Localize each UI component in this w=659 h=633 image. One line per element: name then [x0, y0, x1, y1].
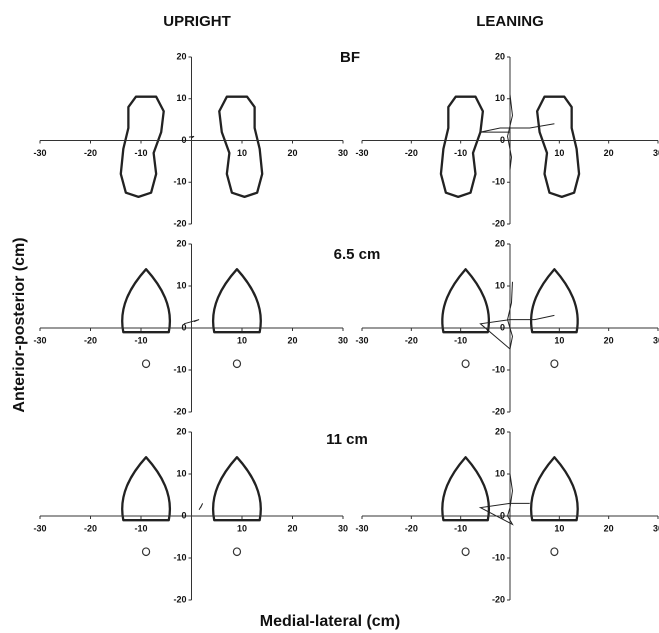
- foot-outline: [121, 97, 164, 197]
- shoe-outline: [442, 269, 489, 332]
- y-tick-label: -20: [173, 594, 186, 604]
- y-tick-label: 10: [495, 280, 505, 290]
- foot-outline: [537, 97, 579, 197]
- row-label: 11 cm: [326, 431, 368, 448]
- y-tick-label: -20: [173, 218, 186, 228]
- y-tick-label: -10: [173, 177, 186, 187]
- x-tick-label: 20: [604, 148, 614, 158]
- y-tick-label: -20: [492, 594, 505, 604]
- foot-outline: [219, 97, 262, 197]
- x-tick-label: 10: [554, 148, 564, 158]
- x-tick-label: -30: [355, 148, 368, 158]
- x-tick-label: 10: [554, 523, 564, 533]
- y-tick-label: 10: [495, 468, 505, 478]
- y-tick-label: 10: [176, 280, 186, 290]
- y-tick-label: -20: [492, 218, 505, 228]
- x-tick-label: -10: [134, 335, 147, 345]
- y-tick-label: -10: [492, 552, 505, 562]
- y-tick-label: -10: [173, 552, 186, 562]
- x-tick-label: -20: [405, 523, 418, 533]
- x-tick-label: -20: [84, 335, 97, 345]
- heel-marker: [143, 548, 150, 556]
- shoe-outline: [213, 457, 261, 520]
- sway-trace: [199, 503, 203, 509]
- x-tick-label: -30: [33, 335, 46, 345]
- x-tick-label: 30: [653, 335, 659, 345]
- heel-marker: [551, 360, 558, 368]
- heel-marker: [233, 360, 240, 368]
- x-tick-label: 30: [338, 523, 348, 533]
- sway-trace: [189, 136, 194, 138]
- x-tick-label: 20: [287, 148, 297, 158]
- column-title: UPRIGHT: [163, 13, 231, 30]
- x-tick-label: 20: [287, 523, 297, 533]
- y-tick-label: -10: [492, 177, 505, 187]
- x-tick-label: -10: [454, 335, 467, 345]
- shoe-outline: [213, 269, 261, 332]
- y-tick-label: 20: [495, 426, 505, 436]
- x-tick-label: -10: [134, 148, 147, 158]
- x-tick-label: -20: [405, 335, 418, 345]
- x-tick-label: -10: [134, 523, 147, 533]
- column-title: LEANING: [476, 13, 544, 30]
- foot-outline: [441, 97, 483, 197]
- heel-marker: [143, 360, 150, 368]
- x-tick-label: 30: [338, 335, 348, 345]
- x-tick-label: -30: [33, 148, 46, 158]
- x-tick-label: 20: [287, 335, 297, 345]
- x-tick-label: -10: [454, 523, 467, 533]
- y-tick-label: -10: [492, 364, 505, 374]
- y-tick-label: 0: [500, 135, 505, 145]
- y-tick-label: 10: [176, 93, 186, 103]
- y-tick-label: 10: [495, 93, 505, 103]
- y-tick-label: 20: [176, 426, 186, 436]
- sway-trace: [480, 95, 554, 170]
- x-tick-label: 10: [554, 335, 564, 345]
- x-tick-label: -20: [405, 148, 418, 158]
- y-tick-label: 20: [495, 51, 505, 61]
- figure: UPRIGHT LEANING BF 6.5 cm 11 cm Anterior…: [0, 0, 659, 633]
- x-tick-label: 20: [604, 523, 614, 533]
- shoe-outline: [122, 269, 170, 332]
- heel-marker: [462, 548, 469, 556]
- heel-marker: [233, 548, 240, 556]
- y-tick-label: 0: [500, 322, 505, 332]
- y-tick-label: 20: [176, 51, 186, 61]
- x-tick-label: 30: [338, 148, 348, 158]
- y-tick-label: 20: [176, 238, 186, 248]
- y-tick-label: -10: [173, 364, 186, 374]
- sway-trace: [480, 282, 554, 349]
- y-tick-label: 10: [176, 468, 186, 478]
- x-tick-label: -20: [84, 148, 97, 158]
- heel-marker: [462, 360, 469, 368]
- x-tick-label: -30: [355, 335, 368, 345]
- y-tick-label: 20: [495, 238, 505, 248]
- x-tick-label: -30: [355, 523, 368, 533]
- x-tick-label: -10: [454, 148, 467, 158]
- heel-marker: [551, 548, 558, 556]
- shoe-outline: [531, 457, 578, 520]
- x-tick-label: 20: [604, 335, 614, 345]
- shoe-outline: [122, 457, 170, 520]
- row-label: BF: [340, 49, 360, 66]
- y-tick-label: 0: [181, 510, 186, 520]
- x-axis-label: Medial-lateral (cm): [260, 613, 400, 630]
- x-tick-label: 10: [237, 523, 247, 533]
- shoe-outline: [531, 269, 578, 332]
- x-tick-label: 10: [237, 148, 247, 158]
- y-tick-label: -20: [492, 406, 505, 416]
- x-tick-label: -20: [84, 523, 97, 533]
- x-tick-label: 30: [653, 148, 659, 158]
- x-tick-label: -30: [33, 523, 46, 533]
- shoe-outline: [442, 457, 489, 520]
- x-tick-label: 10: [237, 335, 247, 345]
- x-tick-label: 30: [653, 523, 659, 533]
- y-tick-label: 0: [181, 135, 186, 145]
- y-axis-label: Anterior-posterior (cm): [11, 237, 28, 412]
- y-tick-label: -20: [173, 406, 186, 416]
- row-label: 6.5 cm: [334, 246, 381, 263]
